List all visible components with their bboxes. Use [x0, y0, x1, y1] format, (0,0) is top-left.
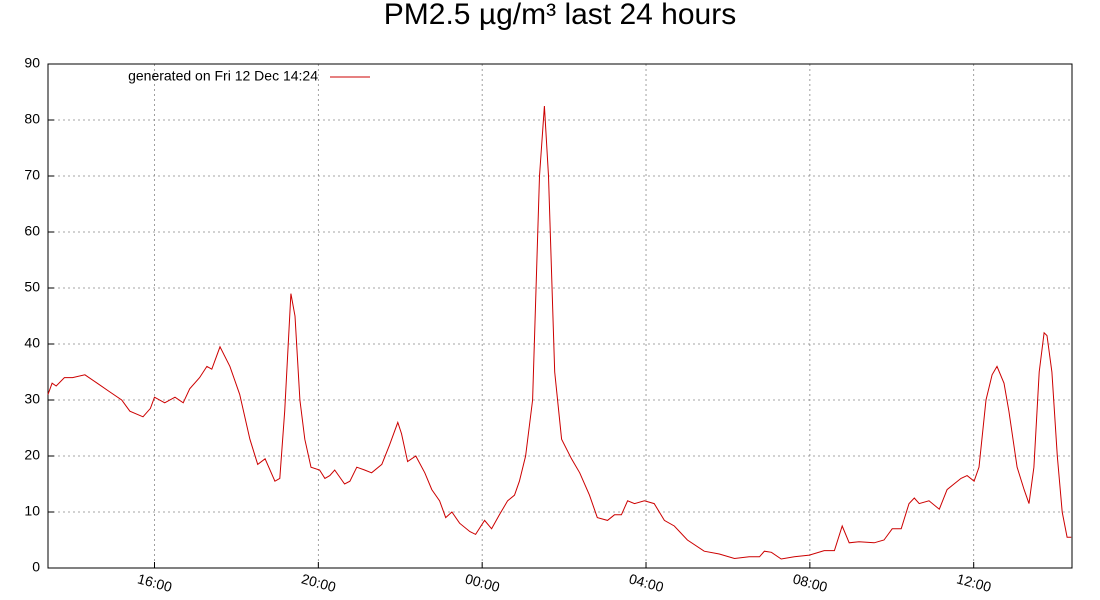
- x-tick-label: 08:00: [791, 570, 829, 595]
- y-tick-label: 50: [24, 279, 40, 295]
- legend-label: generated on Fri 12 Dec 14:24: [128, 68, 318, 84]
- plot-frame: [47, 63, 1073, 569]
- x-tick-label: 16:00: [136, 570, 174, 595]
- y-tick-label: 20: [24, 447, 40, 463]
- x-tick-label: 04:00: [627, 570, 665, 595]
- y-tick-label: 80: [24, 111, 40, 127]
- x-tick-label: 20:00: [300, 570, 338, 595]
- y-tick-label: 40: [24, 335, 40, 351]
- y-tick-label: 70: [24, 167, 40, 183]
- x-tick-label: 12:00: [955, 570, 993, 595]
- data-line: [47, 105, 1072, 560]
- x-tick-label: 00:00: [464, 570, 502, 595]
- y-tick-label: 10: [24, 503, 40, 519]
- y-tick-label: 0: [32, 559, 40, 575]
- y-tick-label: 90: [24, 55, 40, 71]
- y-tick-label: 60: [24, 223, 40, 239]
- y-tick-label: 30: [24, 391, 40, 407]
- chart-title: PM2.5 µg/m³ last 24 hours: [384, 0, 736, 31]
